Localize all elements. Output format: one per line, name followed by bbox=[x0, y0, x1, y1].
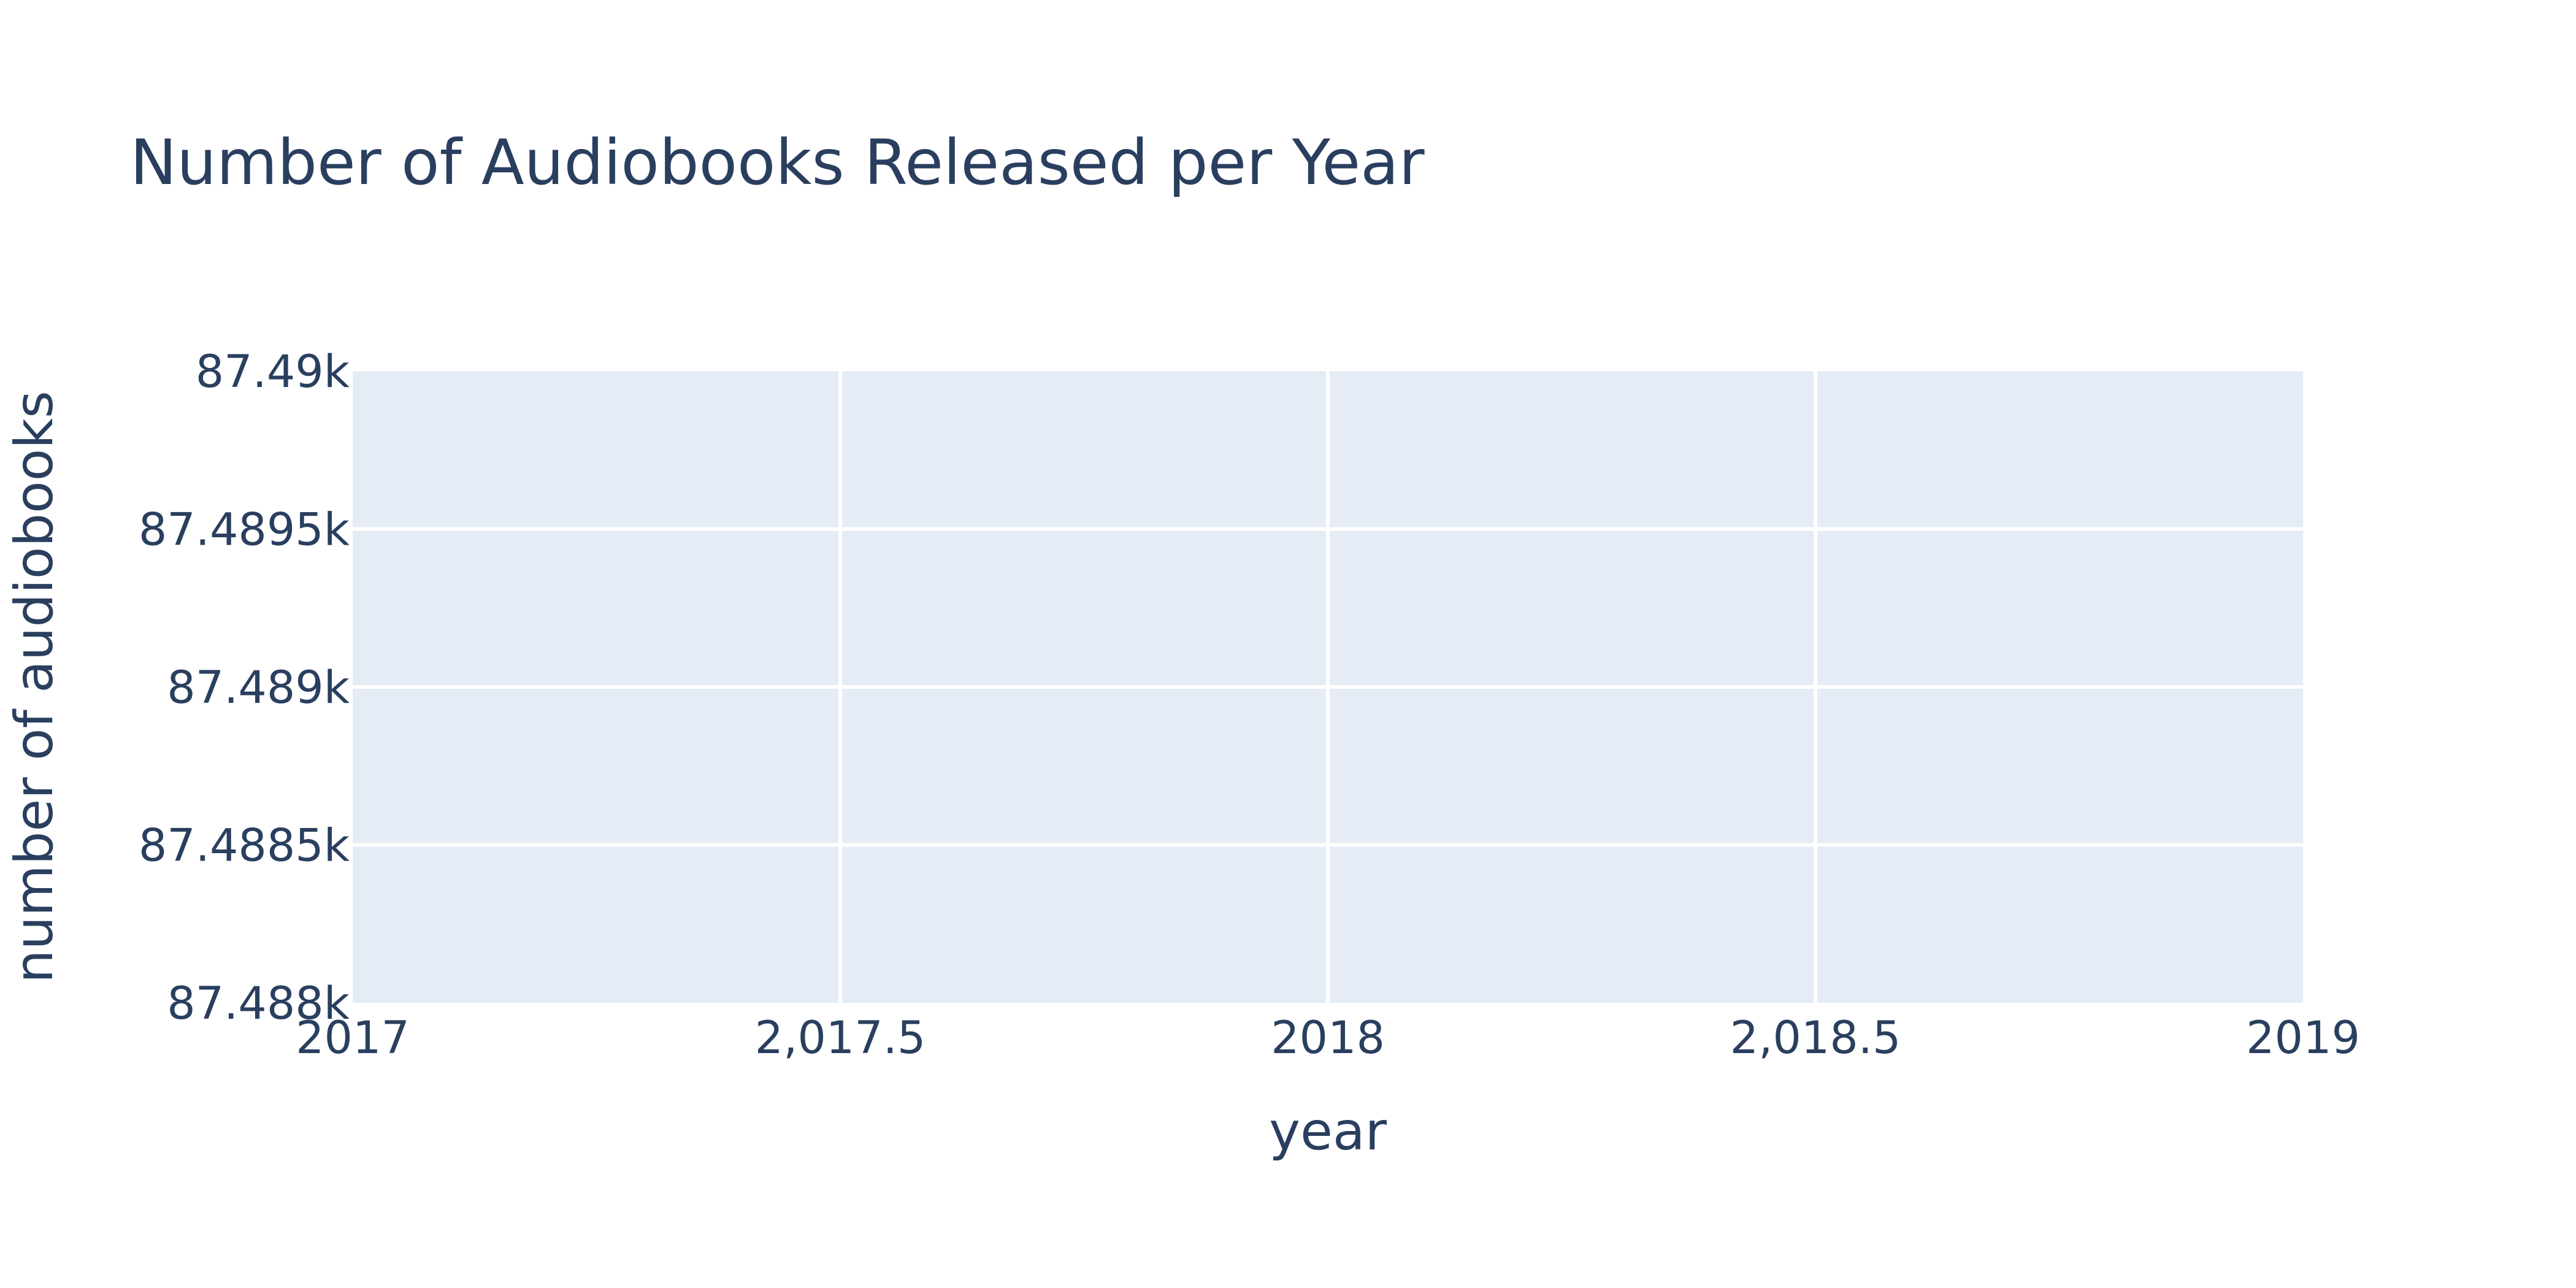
x-tick-label: 2017 bbox=[296, 1012, 410, 1064]
y-tick-label: 87.488k bbox=[167, 978, 350, 1030]
y-tick-label: 87.4895k bbox=[139, 504, 350, 556]
y-tick-label: 87.49k bbox=[196, 346, 350, 398]
x-tick-label: 2,018.5 bbox=[1730, 1012, 1901, 1064]
x-axis-title: year bbox=[1269, 1101, 1387, 1162]
y-axis-ticks: 87.488k 87.4885k 87.489k 87.4895k 87.49k bbox=[139, 346, 350, 1030]
x-tick-label: 2,017.5 bbox=[755, 1012, 926, 1064]
x-tick-label: 2019 bbox=[2246, 1012, 2360, 1064]
y-axis-title: number of audiobooks bbox=[4, 391, 65, 983]
gridlines bbox=[353, 371, 2303, 1003]
chart-title: Number of Audiobooks Released per Year bbox=[130, 126, 1425, 199]
x-axis-ticks: 2017 2,017.5 2018 2,018.5 2019 bbox=[296, 1012, 2360, 1064]
y-tick-label: 87.489k bbox=[167, 662, 350, 714]
x-tick-label: 2018 bbox=[1271, 1012, 1385, 1064]
y-tick-label: 87.4885k bbox=[139, 820, 350, 872]
